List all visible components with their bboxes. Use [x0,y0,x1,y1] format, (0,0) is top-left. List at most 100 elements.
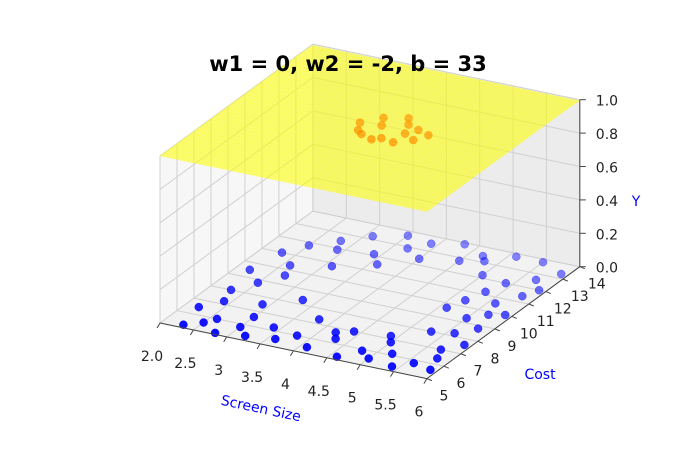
blue-point [179,320,188,329]
y-tick-mark [528,303,535,307]
blue-point [512,252,521,261]
blue-point [249,312,259,322]
blue-point [277,248,287,257]
blue-point [387,362,397,371]
blue-point [460,340,469,350]
blue-point [271,334,280,344]
grid-line [159,210,314,324]
y-tick-mark [426,378,433,382]
blue-point [518,291,527,301]
blue-point [212,314,222,324]
surface-strip [197,124,470,184]
y-tick-label: 5 [439,389,448,405]
blue-point [368,232,377,241]
x-tick-label: 4.5 [308,384,330,400]
y-tick-label: 7 [473,364,482,380]
blue-point [357,346,367,355]
blue-point [269,323,279,332]
z-tick-label: 1.0 [596,94,618,110]
blue-point [194,302,204,312]
blue-point [302,342,312,352]
blue-point [436,345,446,354]
grid-line [312,43,580,101]
y-tick-mark [460,353,467,357]
x-tick-label: 3 [214,363,223,379]
grid-line [278,235,546,293]
x-tick-mark [156,322,161,329]
grid-line [244,260,512,317]
grid-line [359,252,514,366]
grid-line [227,272,495,330]
blue-point [226,285,236,295]
grid-line [312,210,580,268]
blue-point [426,365,435,375]
blue-point [481,287,490,297]
surface-strip [163,150,436,210]
x-tick-mark [423,378,428,384]
surface-strip [201,122,474,182]
surface-strip [220,108,493,168]
y-axis-label: Cost [524,367,556,383]
y-tick-label: 9 [507,339,516,355]
blue-point [501,278,511,288]
blue-point [285,261,295,270]
blue-point [455,256,464,266]
blue-point [292,331,302,340]
blue-point [403,244,412,253]
blue-point [236,322,245,332]
blue-point [450,329,459,338]
blue-point [556,269,566,279]
blue-point [199,318,208,327]
blue-point [500,310,510,320]
blue-point [364,354,373,363]
grid-line [159,177,314,291]
surface-strip [274,69,546,128]
blue-point [258,300,267,309]
blue-point [480,256,489,266]
y-tick-mark [443,365,450,369]
z-tick-label: 0.0 [596,261,618,277]
z-tick-label: 0.6 [596,161,618,177]
blue-point [387,349,397,359]
blue-point [327,261,337,271]
blue-point [461,296,470,305]
grid-line [326,245,481,359]
blue-point [460,240,469,249]
surface-strip [186,133,459,193]
x-tick-mark [223,336,228,343]
blue-point [333,245,342,254]
grid-line [176,310,444,367]
z-axis-label: Y [631,194,641,210]
y-tick-label: 8 [490,351,499,367]
x-tick-label: 2.0 [141,349,163,365]
surface-strip [216,110,489,170]
blue-point [332,352,342,361]
y-tick-mark [511,315,518,319]
y-tick-mark [562,278,568,282]
blue-point [409,358,419,368]
y-tick-label: 14 [588,277,606,293]
surface-strip [209,116,481,176]
surface-strip [228,102,501,162]
blue-point [210,328,220,338]
blue-point [280,271,290,280]
y-tick-mark [477,340,484,344]
z-tick-label: 0.2 [596,227,618,243]
surface-strip [182,136,455,196]
x-tick-mark [189,329,194,336]
blue-point [336,236,346,246]
y-tick-label: 13 [571,289,589,305]
surface-strip [178,138,451,198]
surface-strip [166,147,440,207]
blue-point [531,275,541,285]
blue-point [304,241,314,250]
chart-title: w1 = 0, w2 = -2, b = 33 [209,52,487,76]
blue-point [534,285,544,295]
blue-point [331,334,340,344]
sigmoid-surface [159,44,581,212]
grid-line [259,231,414,345]
blue-point [245,265,255,275]
blue-point [219,296,229,306]
y-tick-label: 10 [520,326,538,342]
